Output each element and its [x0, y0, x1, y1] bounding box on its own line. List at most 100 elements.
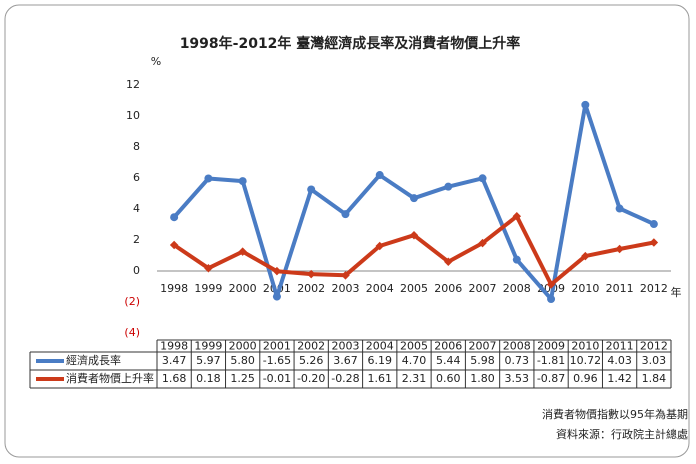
point — [512, 255, 521, 264]
y-tick-label: 2 — [133, 233, 140, 246]
y-axis-label: % — [151, 55, 161, 68]
table-cell: 1.61 — [367, 372, 392, 385]
point — [546, 280, 556, 289]
legend-label: 經濟成長率 — [66, 353, 121, 367]
table-cell: 1.84 — [642, 372, 667, 385]
table-cell: 3.47 — [162, 354, 187, 367]
table-cell: -1.81 — [537, 354, 565, 367]
table-cell: 3.03 — [642, 354, 667, 367]
table-cell: 1.42 — [607, 372, 632, 385]
point — [169, 240, 179, 250]
table-cell: 1.80 — [470, 372, 495, 385]
table-header: 2009 — [537, 340, 565, 353]
table-cell: 5.26 — [299, 354, 324, 367]
x-tick-label: 2011 — [606, 282, 634, 295]
data-table: 1998 1999 2000 2001 2002 2003 2004 2005 2006 2007… — [29, 339, 672, 389]
note: 資料來源：行政院主計總處 — [556, 427, 688, 441]
table-header: 2000 — [229, 340, 257, 353]
table-cell: 1.68 — [162, 372, 187, 385]
point — [341, 271, 350, 280]
y-tick-label: 8 — [133, 140, 140, 153]
x-tick-label: 2010 — [571, 282, 599, 295]
point — [615, 204, 624, 213]
table-header: 2006 — [434, 340, 462, 353]
table-cell: 5.80 — [230, 354, 255, 367]
point — [170, 213, 179, 222]
frame — [4, 4, 690, 458]
y-tick-label: 4 — [133, 202, 140, 215]
table-cell: 0.60 — [436, 372, 461, 385]
point — [375, 171, 384, 180]
x-tick-label: 2004 — [366, 282, 394, 295]
table-cell: 10.72 — [570, 354, 602, 367]
table-cell: 5.97 — [196, 354, 221, 367]
table-cell: -0.28 — [331, 372, 359, 385]
x-tick-label: 1998 — [160, 282, 188, 295]
x-axis-label: 年 — [671, 285, 682, 299]
table-cell: -1.65 — [263, 354, 291, 367]
x-tick-label: 2002 — [297, 282, 325, 295]
table-header: 2004 — [366, 340, 394, 353]
y-tick-label: 10 — [126, 109, 140, 122]
table-header: 2010 — [571, 340, 599, 353]
legend-label: 消費者物價上升率 — [66, 371, 154, 385]
point — [272, 266, 282, 276]
point — [649, 220, 658, 229]
point — [444, 182, 453, 191]
table-cell: 3.53 — [505, 372, 530, 385]
table-header: 2001 — [263, 340, 291, 353]
point — [410, 194, 418, 203]
x-tick-label: 1999 — [194, 282, 222, 295]
table-cell: 0.73 — [505, 354, 530, 367]
point — [478, 174, 487, 183]
y-tick-label: (2) — [124, 295, 140, 308]
point — [238, 177, 247, 186]
note: 消費者物價指數以95年為基期 — [542, 407, 688, 421]
table-cell: 2.31 — [402, 372, 427, 385]
x-tick-label: 2012 — [640, 282, 668, 295]
point — [375, 241, 384, 251]
x-tick-label: 2000 — [229, 282, 257, 295]
chart-title: 1998年-2012年 臺灣經濟成長率及消費者物價上升率 — [180, 35, 521, 52]
table-header: 2002 — [297, 340, 325, 353]
table-header: 2005 — [400, 340, 428, 353]
table-header: 2012 — [640, 340, 668, 353]
table-cell: 4.03 — [607, 354, 632, 367]
x-tick-label: 2006 — [434, 282, 462, 295]
point — [444, 257, 453, 266]
point — [478, 238, 487, 248]
table-header: 1999 — [194, 340, 222, 353]
point — [238, 247, 247, 256]
point — [547, 295, 556, 304]
point — [204, 174, 213, 183]
table-cell: -0.01 — [263, 372, 291, 385]
table-cell: 6.19 — [367, 354, 392, 367]
x-tick-label: 2007 — [469, 282, 497, 295]
table-header: 2008 — [503, 340, 531, 353]
x-tick-label: 2003 — [331, 282, 359, 295]
table-cell: 5.44 — [436, 354, 461, 367]
y-tick-label: 0 — [133, 264, 140, 277]
table-cell: 1.25 — [230, 372, 255, 385]
x-tick-label: 2008 — [503, 282, 531, 295]
table-header: 2007 — [469, 340, 497, 353]
point — [409, 230, 419, 240]
table-cell: 0.18 — [196, 372, 221, 385]
y-tick-label: 6 — [133, 171, 140, 184]
point — [204, 263, 213, 273]
table-cell: 3.67 — [333, 354, 358, 367]
table-cell: -0.87 — [537, 372, 565, 385]
table-cell: 0.96 — [573, 372, 598, 385]
table-cell: 5.98 — [470, 354, 495, 367]
point — [272, 292, 281, 301]
table-cell: -0.20 — [297, 372, 325, 385]
table-header: 2011 — [606, 340, 634, 353]
x-tick-label: 2001 — [263, 282, 291, 295]
point — [306, 269, 316, 279]
point — [307, 185, 316, 194]
point — [581, 100, 590, 109]
table-header: 2003 — [331, 340, 359, 353]
table-cell: 4.70 — [402, 354, 427, 367]
x-tick-label: 2005 — [400, 282, 428, 295]
